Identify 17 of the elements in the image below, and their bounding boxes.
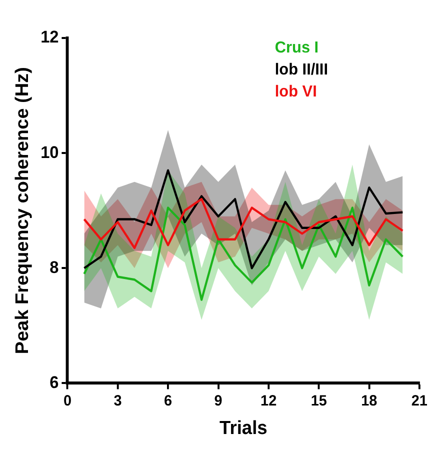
x-tick-label: 21 [411,393,428,410]
text: lob II/III [274,61,328,78]
text: lob VI [274,83,317,100]
x-tick-label: 12 [260,393,277,410]
x-tick-label: 18 [361,393,378,410]
x-tick-label: 3 [114,393,122,410]
x-tick-label: 6 [164,393,172,410]
x-tick-label: 0 [63,393,72,410]
y-tick-label: 8 [50,258,59,277]
x-tick-label: 9 [214,393,222,410]
y-tick-label: 12 [40,27,59,47]
x-tick-label: 15 [310,393,327,410]
y-tick-label: 10 [40,142,59,162]
text: Crus I [274,39,319,56]
y-axis-title: Peak Frequency coherence (Hz) [11,67,32,354]
y-tick-label: 6 [50,372,59,392]
x-axis-title: Trials [220,416,268,438]
